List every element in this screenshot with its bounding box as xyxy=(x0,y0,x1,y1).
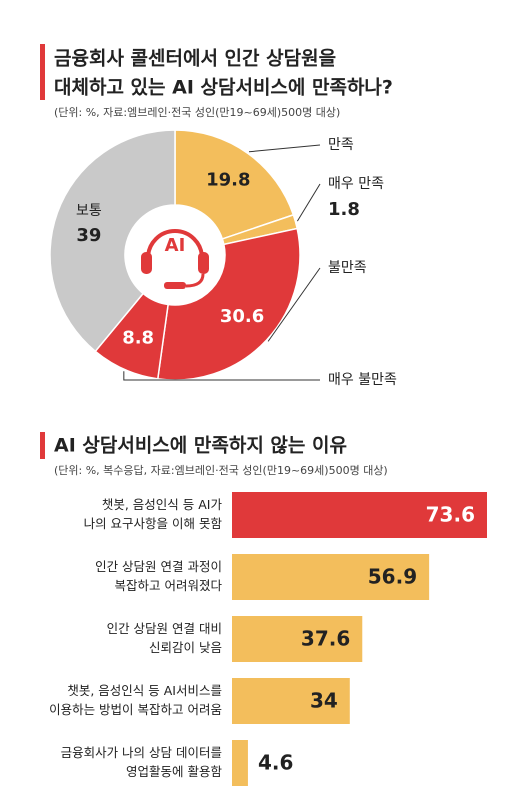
category-label: 인간 상담원 연결 대비 xyxy=(107,621,222,636)
title-accent xyxy=(40,432,45,459)
ai-icon: AI xyxy=(141,229,209,289)
category-box xyxy=(40,554,226,600)
chart-title: 금융회사 콜센터에서 인간 상담원을 xyxy=(54,48,336,70)
category-label: 복잡하고 어려워졌다 xyxy=(115,578,223,593)
slice-label: 만족 xyxy=(328,137,354,153)
category-label: 이용하는 방법이 복잡하고 어려움 xyxy=(49,702,222,717)
chart-subtitle: (단위: %, 자료:엠브레인·전국 성인(만19~69세)500명 대상) xyxy=(54,106,340,119)
category-box xyxy=(40,740,226,786)
value-label: 39 xyxy=(76,225,101,246)
donut-slice xyxy=(49,129,176,353)
value-label: 56.9 xyxy=(368,565,417,589)
chart-title: 대체하고 있는 AI 상담서비스에 만족하나? xyxy=(54,77,393,99)
value-label: 73.6 xyxy=(426,503,475,527)
icon-label: AI xyxy=(165,235,186,256)
slice-label: 보통 xyxy=(76,203,102,219)
bar xyxy=(232,678,350,724)
value-label: 1.8 xyxy=(328,199,360,220)
bar xyxy=(232,492,487,538)
slice-label: 불만족 xyxy=(328,260,367,276)
leader-line xyxy=(123,371,320,381)
category-label: 챗봇, 음성인식 등 AI가 xyxy=(102,497,223,512)
category-box xyxy=(40,678,226,724)
bar xyxy=(232,740,248,786)
category-label: 챗봇, 음성인식 등 AI서비스를 xyxy=(67,683,222,698)
bar xyxy=(232,554,430,600)
category-box xyxy=(40,492,226,538)
category-box xyxy=(40,616,226,662)
value-label: 34 xyxy=(310,689,338,713)
bar xyxy=(232,616,363,662)
value-label: 30.6 xyxy=(220,306,264,327)
value-label: 8.8 xyxy=(122,328,154,349)
value-label: 19.8 xyxy=(206,170,250,191)
category-label: 영업활동에 활용함 xyxy=(126,764,222,779)
title-accent xyxy=(40,44,45,100)
category-label: 신뢰감이 낮음 xyxy=(149,640,222,655)
value-label: 4.6 xyxy=(258,751,293,775)
leader-line xyxy=(267,267,321,342)
slice-label: 매우 만족 xyxy=(328,176,384,192)
chart-title: AI 상담서비스에 만족하지 않는 이유 xyxy=(54,435,347,457)
slice-label: 매우 불만족 xyxy=(328,372,397,388)
category-label: 금융회사가 나의 상담 데이터를 xyxy=(61,745,222,760)
donut-slice xyxy=(174,129,295,240)
category-label: 인간 상담원 연결 과정이 xyxy=(95,559,222,574)
chart-subtitle: (단위: %, 복수응답, 자료:엠브레인·전국 성인(만19~69세)500명… xyxy=(54,464,388,477)
leader-line xyxy=(248,144,321,153)
category-label: 나의 요구사항을 이해 못함 xyxy=(84,516,223,531)
value-label: 37.6 xyxy=(301,627,350,651)
leader-line xyxy=(296,183,321,222)
